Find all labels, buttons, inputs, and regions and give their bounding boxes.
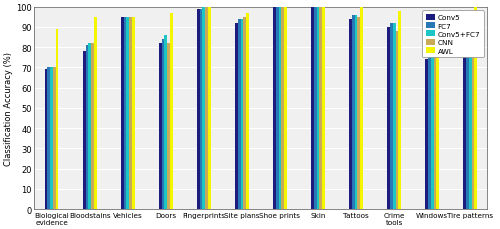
- Bar: [167, 44, 170, 209]
- Bar: [352, 16, 354, 209]
- Bar: [360, 8, 363, 209]
- Bar: [170, 14, 172, 209]
- Bar: [83, 52, 86, 209]
- Bar: [205, 8, 208, 209]
- Bar: [282, 8, 284, 209]
- Bar: [126, 18, 129, 209]
- Bar: [426, 60, 428, 209]
- Bar: [276, 8, 278, 209]
- Bar: [129, 18, 132, 209]
- Bar: [388, 28, 390, 209]
- Bar: [164, 36, 167, 209]
- Bar: [132, 18, 134, 209]
- Bar: [322, 8, 325, 209]
- Bar: [50, 68, 53, 209]
- Bar: [390, 24, 393, 209]
- Bar: [474, 8, 477, 209]
- Bar: [320, 8, 322, 209]
- Bar: [316, 8, 320, 209]
- Bar: [396, 32, 398, 209]
- Bar: [436, 14, 439, 209]
- Bar: [350, 20, 352, 209]
- Bar: [202, 8, 205, 209]
- Bar: [197, 10, 200, 209]
- Bar: [121, 18, 124, 209]
- Bar: [48, 68, 50, 209]
- Bar: [200, 10, 202, 209]
- Bar: [44, 70, 48, 209]
- Bar: [311, 8, 314, 209]
- Bar: [238, 20, 240, 209]
- Bar: [431, 48, 434, 209]
- Bar: [464, 22, 466, 209]
- Bar: [86, 46, 88, 209]
- Bar: [354, 16, 358, 209]
- Bar: [244, 18, 246, 209]
- Bar: [278, 8, 281, 209]
- Bar: [398, 12, 401, 209]
- Bar: [246, 14, 249, 209]
- Bar: [240, 20, 244, 209]
- Bar: [273, 8, 276, 209]
- Bar: [88, 44, 91, 209]
- Bar: [466, 18, 469, 209]
- Bar: [472, 12, 474, 209]
- Bar: [358, 18, 360, 209]
- Bar: [314, 8, 316, 209]
- Bar: [434, 58, 436, 209]
- Bar: [208, 8, 210, 209]
- Bar: [94, 18, 96, 209]
- Bar: [469, 18, 472, 209]
- Bar: [393, 24, 396, 209]
- Y-axis label: Classification Accuracy (%): Classification Accuracy (%): [4, 52, 13, 165]
- Bar: [91, 44, 94, 209]
- Bar: [159, 44, 162, 209]
- Bar: [162, 40, 164, 209]
- Legend: Conv5, FC7, Conv5+FC7, CNN, AWL: Conv5, FC7, Conv5+FC7, CNN, AWL: [422, 11, 484, 58]
- Bar: [235, 24, 238, 209]
- Bar: [428, 58, 431, 209]
- Bar: [56, 30, 58, 209]
- Bar: [53, 68, 56, 209]
- Bar: [284, 8, 287, 209]
- Bar: [124, 18, 126, 209]
